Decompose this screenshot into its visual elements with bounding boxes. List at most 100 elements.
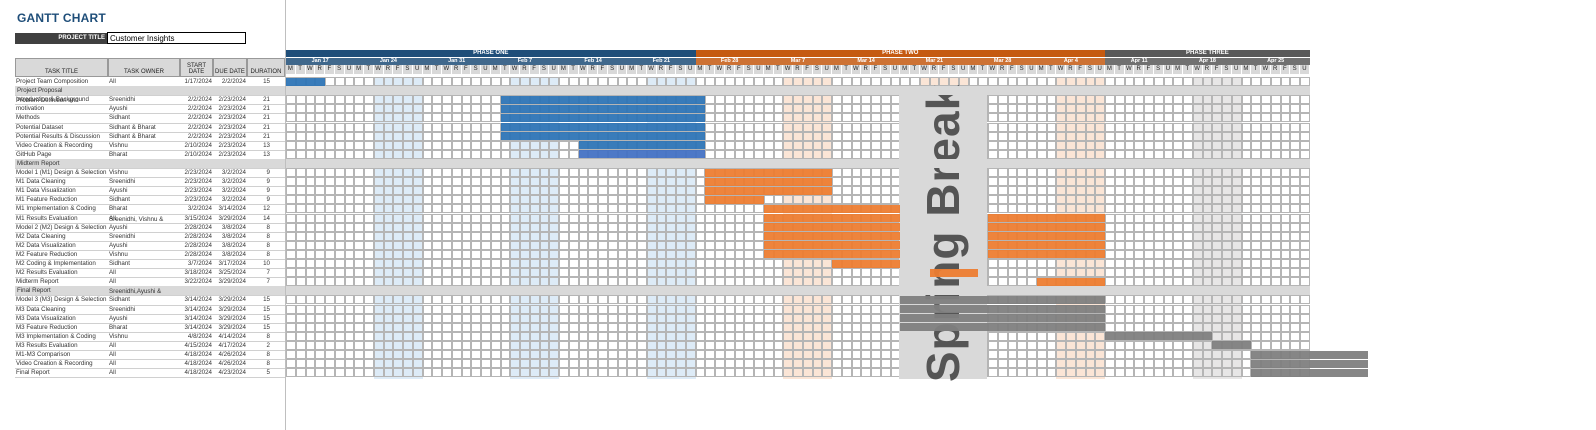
grid-cell[interactable] xyxy=(598,259,608,269)
grid-cell[interactable] xyxy=(1212,350,1222,360)
grid-cell[interactable] xyxy=(666,350,676,360)
grid-cell[interactable] xyxy=(1202,259,1213,269)
grid-cell[interactable] xyxy=(1153,131,1164,141)
grid-cell[interactable] xyxy=(646,322,657,332)
grid-cell[interactable] xyxy=(344,140,355,150)
grid-cell[interactable] xyxy=(783,277,793,287)
grid-cell[interactable] xyxy=(1114,313,1125,323)
grid-cell[interactable] xyxy=(1251,231,1261,241)
duration[interactable]: 21 xyxy=(263,132,270,140)
grid-cell[interactable] xyxy=(1134,195,1144,205)
grid-cell[interactable] xyxy=(1144,104,1154,114)
duration[interactable]: 7 xyxy=(266,269,270,277)
grid-cell[interactable] xyxy=(705,122,715,132)
grid-cell[interactable] xyxy=(578,331,589,341)
grid-cell[interactable] xyxy=(832,368,842,378)
grid-cell[interactable] xyxy=(442,95,452,105)
grid-cell[interactable] xyxy=(1222,186,1232,196)
grid-cell[interactable] xyxy=(305,249,316,259)
grid-cell[interactable] xyxy=(695,322,706,332)
grid-cell[interactable] xyxy=(793,277,803,287)
grid-cell[interactable] xyxy=(520,177,530,187)
gantt-bar[interactable] xyxy=(1251,359,1369,368)
grid-cell[interactable] xyxy=(559,204,569,214)
grid-cell[interactable] xyxy=(715,104,725,114)
grid-cell[interactable] xyxy=(1124,204,1135,214)
grid-cell[interactable] xyxy=(1027,177,1037,187)
grid-cell[interactable] xyxy=(851,322,862,332)
grid-cell[interactable] xyxy=(734,231,745,241)
grid-cell[interactable] xyxy=(305,177,316,187)
grid-cell[interactable] xyxy=(422,313,433,323)
grid-cell[interactable] xyxy=(724,331,735,341)
grid-cell[interactable] xyxy=(841,322,852,332)
grid-cell[interactable] xyxy=(334,168,345,178)
gantt-bar[interactable] xyxy=(705,186,832,195)
grid-cell[interactable] xyxy=(1290,331,1300,341)
grid-cell[interactable] xyxy=(1075,131,1086,141)
grid-cell[interactable] xyxy=(676,186,686,196)
grid-cell[interactable] xyxy=(1202,213,1213,223)
grid-cell[interactable] xyxy=(744,322,754,332)
grid-cell[interactable] xyxy=(627,231,637,241)
grid-cell[interactable] xyxy=(656,231,667,241)
grid-cell[interactable] xyxy=(1066,77,1076,87)
grid-cell[interactable] xyxy=(695,231,706,241)
grid-cell[interactable] xyxy=(1114,359,1125,369)
grid-cell[interactable] xyxy=(393,231,403,241)
grid-cell[interactable] xyxy=(871,350,881,360)
grid-cell[interactable] xyxy=(295,259,306,269)
grid-cell[interactable] xyxy=(1183,131,1193,141)
grid-cell[interactable] xyxy=(568,177,579,187)
grid-cell[interactable] xyxy=(305,331,316,341)
grid-cell[interactable] xyxy=(373,213,384,223)
task-title[interactable]: motivation xyxy=(16,105,45,113)
grid-cell[interactable] xyxy=(578,213,589,223)
grid-cell[interactable] xyxy=(1134,122,1144,132)
grid-cell[interactable] xyxy=(695,350,706,360)
grid-cell[interactable] xyxy=(598,268,608,278)
grid-cell[interactable] xyxy=(568,295,579,305)
grid-cell[interactable] xyxy=(432,204,442,214)
grid-cell[interactable] xyxy=(705,331,715,341)
grid-cell[interactable] xyxy=(1144,359,1154,369)
grid-cell[interactable] xyxy=(1251,313,1261,323)
grid-cell[interactable] xyxy=(1144,249,1154,259)
grid-cell[interactable] xyxy=(1085,368,1096,378)
grid-cell[interactable] xyxy=(471,331,481,341)
grid-cell[interactable] xyxy=(432,122,442,132)
grid-cell[interactable] xyxy=(451,304,462,314)
grid-cell[interactable] xyxy=(598,331,608,341)
grid-cell[interactable] xyxy=(344,331,355,341)
grid-cell[interactable] xyxy=(988,359,998,369)
grid-cell[interactable] xyxy=(422,149,433,159)
grid-cell[interactable] xyxy=(442,77,452,87)
grid-cell[interactable] xyxy=(568,231,579,241)
grid-cell[interactable] xyxy=(1290,213,1300,223)
grid-cell[interactable] xyxy=(442,213,452,223)
grid-cell[interactable] xyxy=(724,268,735,278)
grid-cell[interactable] xyxy=(422,340,433,350)
grid-cell[interactable] xyxy=(334,95,345,105)
grid-cell[interactable] xyxy=(383,259,394,269)
grid-cell[interactable] xyxy=(715,359,725,369)
grid-cell[interactable] xyxy=(1202,222,1213,232)
grid-cell[interactable] xyxy=(490,368,501,378)
grid-cell[interactable] xyxy=(451,340,462,350)
grid-cell[interactable] xyxy=(334,350,345,360)
grid-cell[interactable] xyxy=(754,268,764,278)
grid-cell[interactable] xyxy=(393,313,403,323)
grid-cell[interactable] xyxy=(588,295,598,305)
grid-cell[interactable] xyxy=(471,204,481,214)
grid-cell[interactable] xyxy=(871,195,881,205)
grid-cell[interactable] xyxy=(968,77,979,87)
grid-cell[interactable] xyxy=(364,113,374,123)
section-row[interactable]: Final Report xyxy=(15,286,285,296)
grid-cell[interactable] xyxy=(442,149,452,159)
gantt-bar[interactable] xyxy=(763,250,901,259)
grid-cell[interactable] xyxy=(871,168,881,178)
grid-cell[interactable] xyxy=(412,195,423,205)
grid-cell[interactable] xyxy=(1153,295,1164,305)
grid-cell[interactable] xyxy=(451,222,462,232)
grid-cell[interactable] xyxy=(588,177,598,187)
